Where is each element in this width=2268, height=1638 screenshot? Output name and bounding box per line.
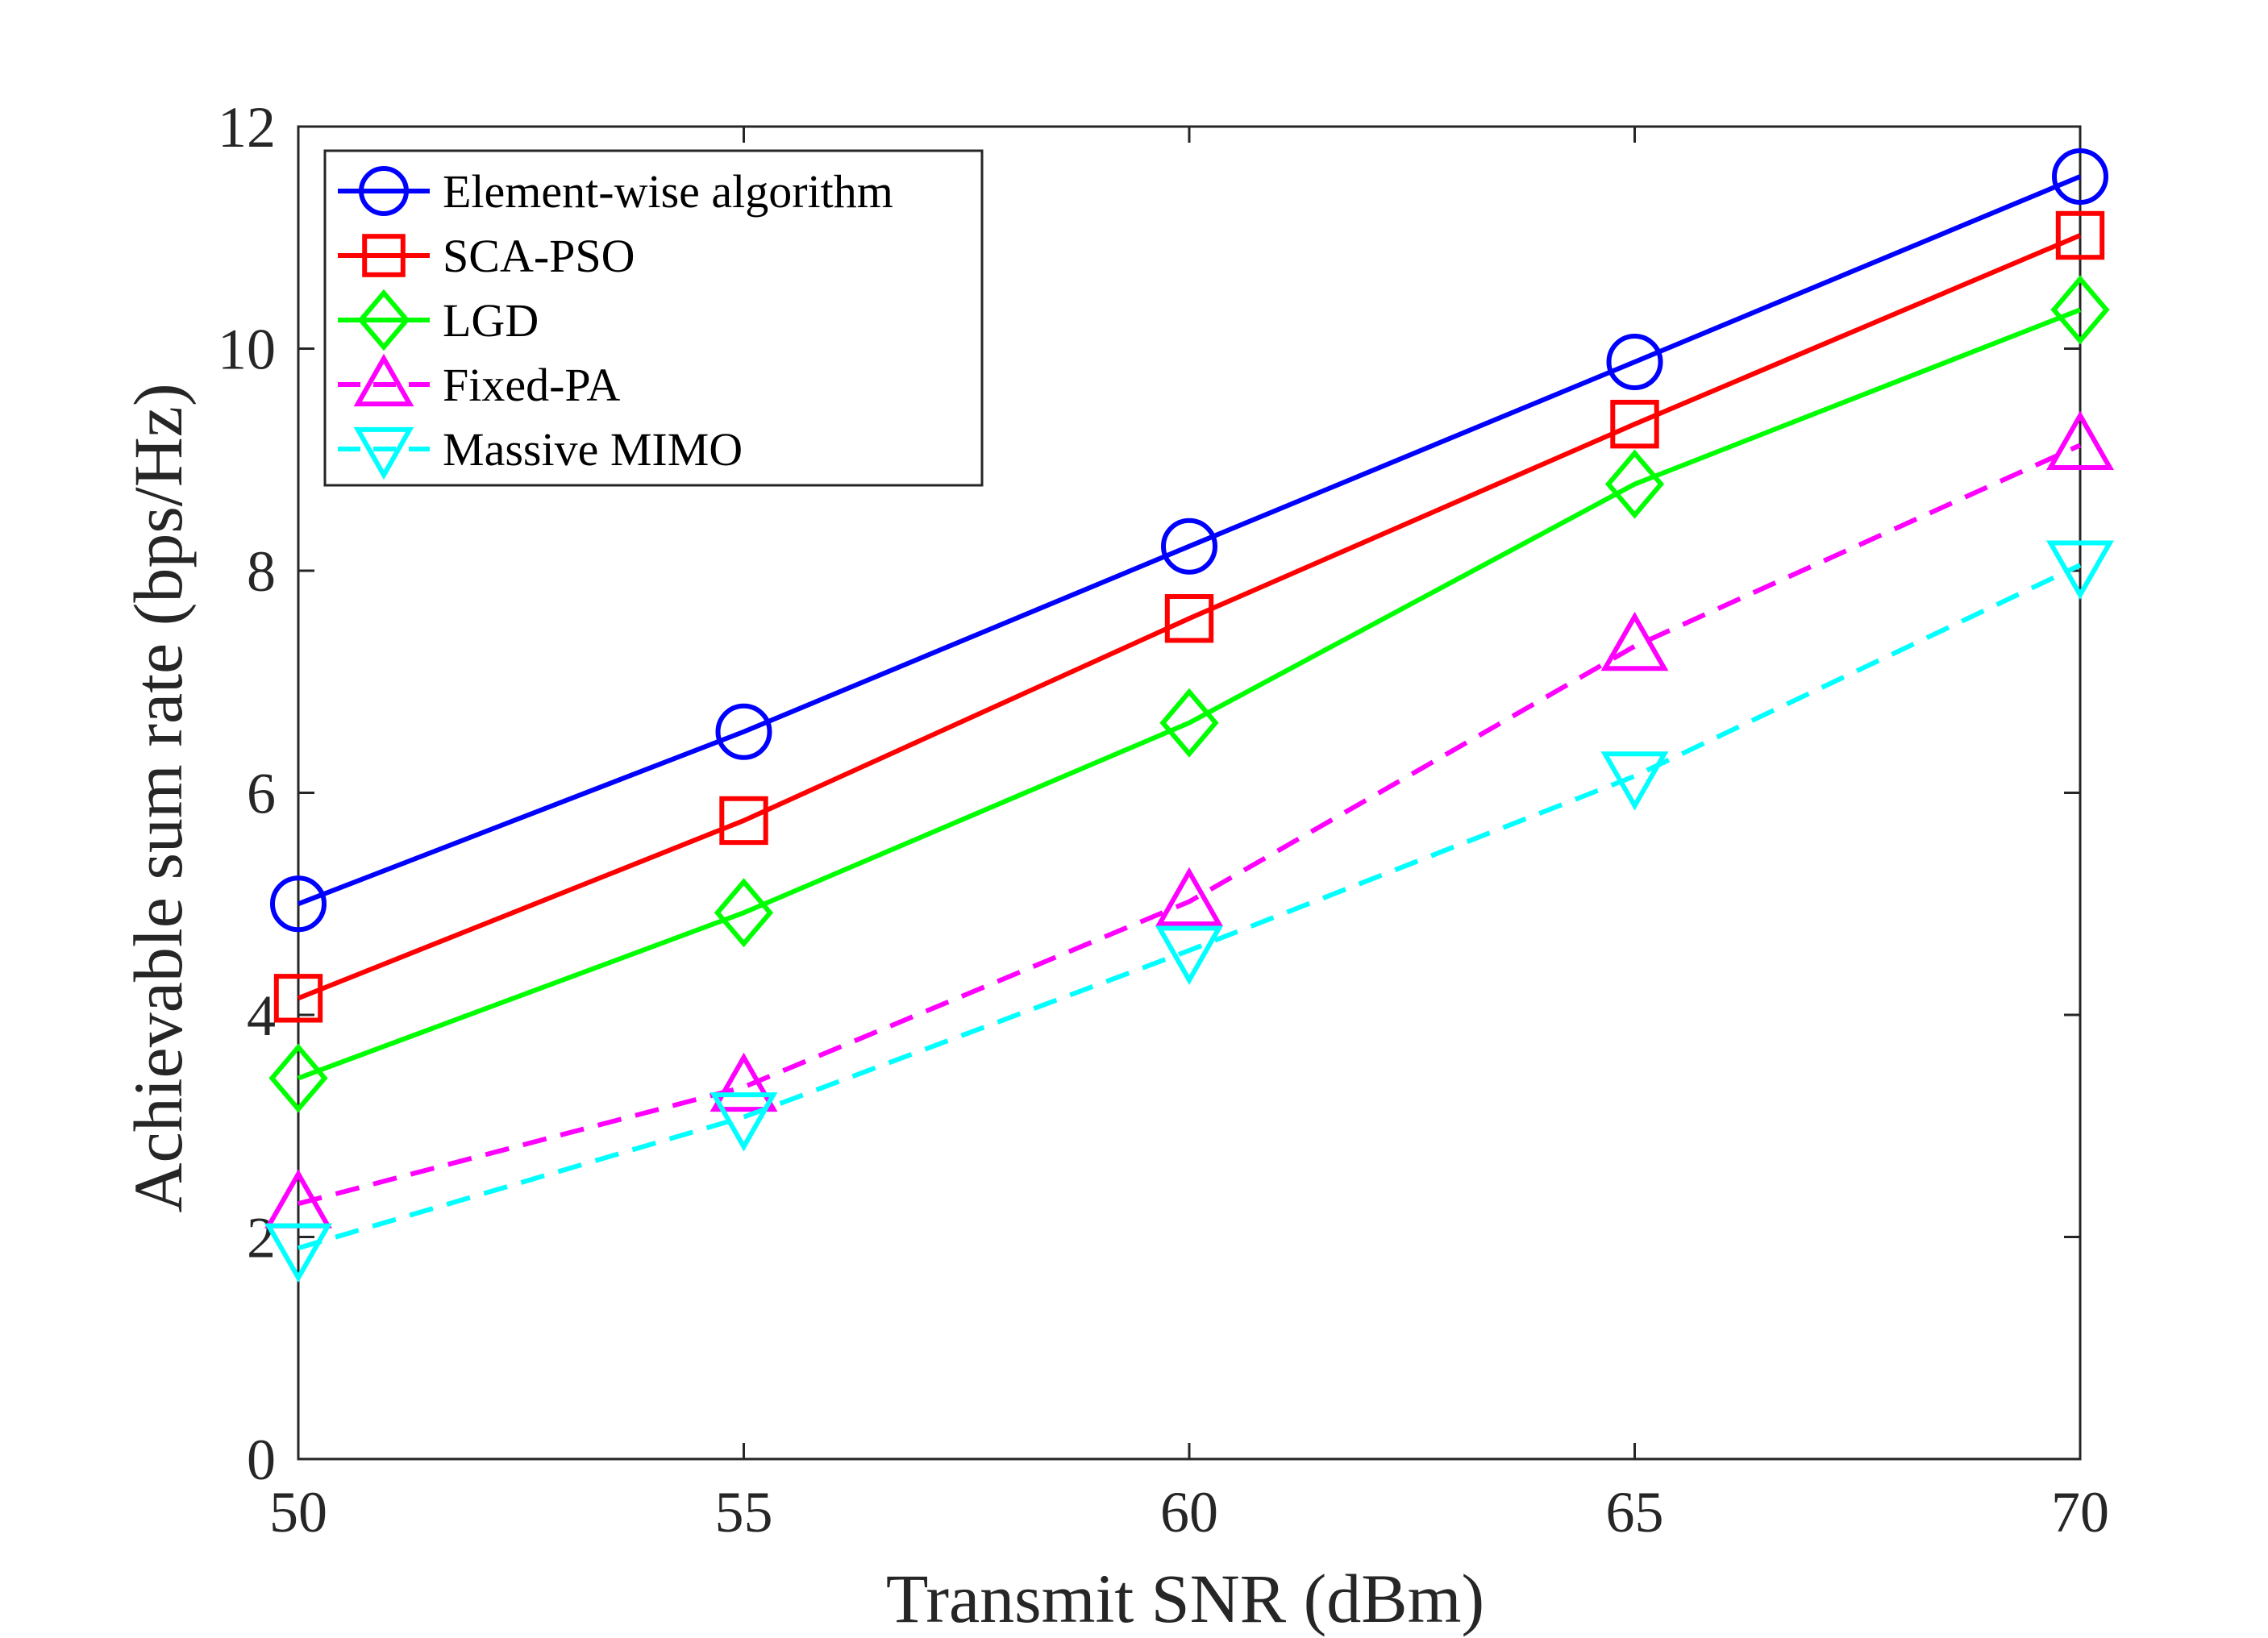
data-point bbox=[719, 796, 768, 846]
data-point bbox=[1164, 594, 1214, 643]
series-element-wise-algorithm bbox=[270, 148, 2108, 933]
legend-marker bbox=[353, 426, 414, 480]
data-point bbox=[2046, 540, 2114, 600]
legend-label: Massive MIMO bbox=[443, 423, 743, 476]
x-tick-label: 50 bbox=[269, 1480, 327, 1544]
data-point bbox=[710, 1052, 778, 1112]
series-line bbox=[297, 307, 2082, 1081]
series-line bbox=[298, 443, 2082, 1207]
data-point bbox=[2046, 410, 2114, 470]
series-line bbox=[297, 174, 2082, 907]
data-point bbox=[1600, 751, 1669, 811]
x-axis-label: Transmit SNR (dBm) bbox=[886, 1560, 1484, 1637]
data-point bbox=[1604, 449, 1665, 519]
legend-box bbox=[323, 149, 984, 487]
data-point bbox=[1155, 867, 1223, 927]
data-point bbox=[273, 974, 323, 1023]
y-tick-label: 8 bbox=[247, 539, 276, 604]
legend-entry: SCA-PSO bbox=[338, 230, 635, 282]
data-point bbox=[270, 875, 327, 933]
legend-marker bbox=[359, 166, 409, 216]
legend-label: LGD bbox=[443, 294, 539, 347]
data-point bbox=[2050, 275, 2110, 345]
legend-entry: LGD bbox=[338, 289, 539, 351]
series-massive-mimo bbox=[264, 540, 2114, 1283]
data-point bbox=[2052, 148, 2108, 205]
y-tick-label: 6 bbox=[247, 762, 276, 826]
data-point bbox=[1155, 925, 1223, 985]
data-point bbox=[1606, 334, 1663, 391]
legend: Element-wise algorithm SCA-PSO LGD Fixed-PA… bbox=[323, 149, 984, 487]
legend-entry: Element-wise algorithm bbox=[338, 165, 893, 218]
legend-marker bbox=[357, 289, 410, 351]
y-tick-label: 0 bbox=[247, 1428, 276, 1492]
x-tick-label: 55 bbox=[715, 1480, 773, 1544]
series-layer bbox=[264, 148, 2114, 1283]
data-point bbox=[268, 1043, 328, 1113]
x-tick-label: 60 bbox=[1160, 1480, 1218, 1544]
legend-label: Element-wise algorithm bbox=[443, 165, 893, 218]
series-lgd bbox=[268, 275, 2110, 1113]
y-axis-label: Achievable sum rate (bps/Hz) bbox=[119, 383, 197, 1212]
data-point bbox=[715, 703, 772, 760]
data-point bbox=[710, 1092, 778, 1152]
data-point bbox=[1161, 518, 1217, 575]
legend-entry: Massive MIMO bbox=[338, 423, 743, 480]
series-line bbox=[297, 233, 2082, 1001]
x-tick-label: 70 bbox=[2051, 1480, 2109, 1544]
y-tick-label: 4 bbox=[247, 983, 276, 1048]
y-tick-label: 2 bbox=[247, 1206, 276, 1270]
legend-label: Fixed-PA bbox=[443, 359, 620, 411]
data-point bbox=[2055, 210, 2105, 260]
legend-marker bbox=[353, 353, 414, 407]
legend-marker bbox=[362, 234, 406, 277]
x-tick-label: 65 bbox=[1606, 1480, 1664, 1544]
data-point bbox=[1610, 399, 1659, 449]
data-point bbox=[1159, 688, 1219, 758]
series-sca-pso bbox=[273, 210, 2105, 1023]
data-point bbox=[714, 878, 774, 948]
y-tick-label: 10 bbox=[218, 318, 276, 382]
data-point bbox=[264, 1223, 332, 1283]
data-point bbox=[1600, 611, 1669, 671]
series-line bbox=[298, 563, 2082, 1251]
legend-entry: Fixed-PA bbox=[338, 353, 620, 411]
legend-label: SCA-PSO bbox=[443, 230, 635, 282]
y-tick-label: 12 bbox=[218, 95, 276, 160]
axes: 50 55 60 65 70 0 2 4 6 8 10 12 bbox=[218, 95, 2109, 1544]
